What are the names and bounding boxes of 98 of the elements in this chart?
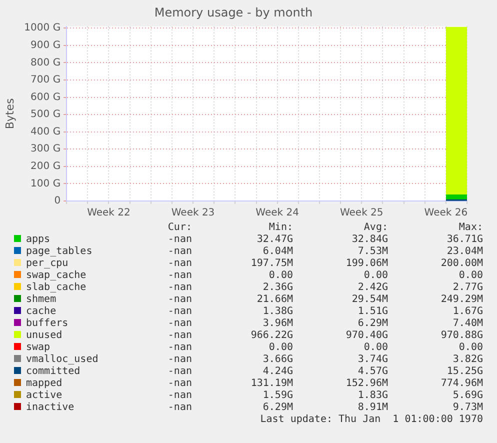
text: 1.38G xyxy=(262,306,293,318)
legend-label: committed xyxy=(26,366,82,378)
x-tick-label: Week 25 xyxy=(340,208,384,219)
y-tick-label: 900 G xyxy=(30,40,61,52)
text: Last update: Thu Jan 1 01:00:00 1970 xyxy=(259,414,483,426)
text: 200.00M xyxy=(440,258,483,270)
text: 2.42G xyxy=(356,282,388,294)
legend-label: swap_cache xyxy=(26,270,88,282)
x-tick-label: Week 26 xyxy=(424,208,468,219)
text: 3.96M xyxy=(262,318,293,330)
text: -nan xyxy=(166,270,192,282)
text: -nan xyxy=(166,390,192,402)
text: 774.96M xyxy=(440,378,483,390)
text: 5.69G xyxy=(452,390,483,402)
y-tick-label: 400 G xyxy=(30,126,61,138)
text: -nan xyxy=(166,402,192,414)
text: 1.51G xyxy=(356,306,388,318)
y-axis-title: Bytes xyxy=(3,98,16,130)
legend-label: apps xyxy=(26,234,52,246)
text: -nan xyxy=(166,354,192,366)
text: 0.00 xyxy=(268,270,293,282)
text: 3.82G xyxy=(452,354,483,366)
text: 6.29M xyxy=(262,402,293,414)
y-tick-label: 100 G xyxy=(30,178,61,190)
legend-label: shmem xyxy=(26,294,58,306)
text: 4.57G xyxy=(356,366,388,378)
text: Avg: xyxy=(362,222,388,234)
text: 3.66G xyxy=(262,354,293,366)
text: -nan xyxy=(166,342,192,354)
y-tick-label: 200 G xyxy=(30,161,61,172)
text: 32.84G xyxy=(350,234,388,246)
text: 36.71G xyxy=(446,234,483,246)
text: 1.83G xyxy=(356,390,388,402)
x-tick-label: Week 23 xyxy=(171,208,215,219)
text: 8.91M xyxy=(356,402,388,414)
text: 2.36G xyxy=(262,282,293,294)
text: 1.67G xyxy=(452,306,483,318)
text: -nan xyxy=(166,330,192,342)
text: 199.06M xyxy=(344,258,388,270)
text: 9.73M xyxy=(452,402,483,414)
y-tick-label: 800 G xyxy=(30,57,61,68)
text: 1.59G xyxy=(262,390,293,402)
text: 4.24G xyxy=(262,366,293,378)
text: 2.77G xyxy=(452,282,483,294)
y-tick-label: 700 G xyxy=(30,74,61,86)
legend-label: unused xyxy=(26,330,64,342)
y-tick-label: 0 xyxy=(54,196,61,207)
y-tick-label: 600 G xyxy=(30,92,61,103)
chart-title: Memory usage - by month xyxy=(154,5,313,20)
text: 15.25G xyxy=(446,366,483,378)
legend-label: page_tables xyxy=(26,246,94,258)
text: Cur: xyxy=(166,222,192,234)
text: 29.54M xyxy=(350,294,388,306)
legend-label: per_cpu xyxy=(26,258,70,270)
text: 6.04M xyxy=(262,246,293,258)
legend-label: cache xyxy=(26,306,58,318)
text: -nan xyxy=(166,378,192,390)
legend-label: mapped xyxy=(26,378,64,390)
text: 7.40M xyxy=(452,318,483,330)
text: 0.00 xyxy=(268,342,293,354)
text: -nan xyxy=(166,294,192,306)
text: 970.88G xyxy=(440,330,483,342)
y-tick-label: 1000 G xyxy=(24,22,61,34)
text: 23.04M xyxy=(446,246,483,258)
text: Min: xyxy=(268,222,293,234)
legend-label: vmalloc_used xyxy=(26,354,100,366)
text: 249.29M xyxy=(440,294,483,306)
text: 131.19M xyxy=(250,378,293,390)
text: 0.00 xyxy=(362,342,388,354)
text: 0.00 xyxy=(362,270,388,282)
legend-label: swap xyxy=(26,342,52,354)
text: 970.40G xyxy=(344,330,388,342)
legend-label: active xyxy=(26,390,64,402)
text: -nan xyxy=(166,246,192,258)
text: -nan xyxy=(166,282,192,294)
text: 3.74G xyxy=(356,354,388,366)
text: 32.47G xyxy=(256,234,293,246)
text: Max: xyxy=(458,222,483,234)
y-tick-label: 300 G xyxy=(30,144,61,155)
text: 0.00 xyxy=(458,270,483,282)
text: -nan xyxy=(166,234,192,246)
y-tick-label: 500 G xyxy=(30,109,61,120)
text: 152.96M xyxy=(344,378,388,390)
text: -nan xyxy=(166,366,192,378)
text: -nan xyxy=(166,306,192,318)
x-tick-label: Week 24 xyxy=(256,208,299,219)
legend-label: slab_cache xyxy=(26,282,88,294)
text: -nan xyxy=(166,258,192,270)
text: 966.22G xyxy=(250,330,293,342)
text: 7.53M xyxy=(356,246,388,258)
legend-label: buffers xyxy=(26,318,70,330)
text: 6.29M xyxy=(356,318,388,330)
text: 21.66M xyxy=(256,294,293,306)
x-tick-label: Week 22 xyxy=(87,208,130,219)
legend-label: inactive xyxy=(26,402,76,414)
text: 197.75M xyxy=(250,258,293,270)
text: -nan xyxy=(166,318,192,330)
text: 0.00 xyxy=(458,342,483,354)
